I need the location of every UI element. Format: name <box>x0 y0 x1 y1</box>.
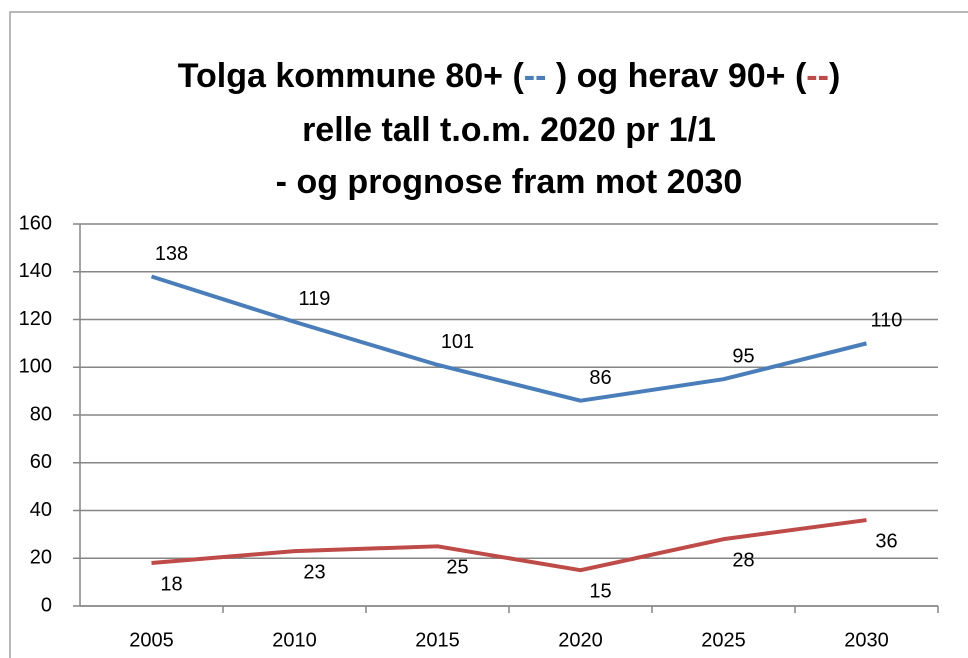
x-tick-label: 2015 <box>415 629 460 651</box>
x-tick-label: 2010 <box>272 629 317 651</box>
x-tick-label: 2020 <box>558 629 603 651</box>
title-part: -- <box>806 57 829 95</box>
data-label: 110 <box>871 310 903 332</box>
chart-title: Tolga kommune 80+ (-- ) og herav 90+ (--… <box>178 57 841 95</box>
data-label: 18 <box>160 573 182 595</box>
data-label: 119 <box>299 288 331 310</box>
data-label: 25 <box>446 557 468 579</box>
y-tick-label: 100 <box>19 356 52 378</box>
y-tick-label: 20 <box>30 547 52 569</box>
data-label: 23 <box>303 561 325 583</box>
series-line <box>151 518 867 573</box>
y-tick-label: 120 <box>19 308 52 330</box>
title-part: ) <box>829 57 840 95</box>
data-label: 86 <box>589 367 611 389</box>
chart-title: - og prognose fram mot 2030 <box>276 163 743 201</box>
title-part: ) og herav 90+ ( <box>546 57 806 95</box>
y-tick-label: 160 <box>19 212 52 234</box>
data-label: 36 <box>875 530 897 552</box>
title-part: -- <box>524 57 547 95</box>
x-tick-label: 2005 <box>129 629 174 651</box>
y-tick-label: 40 <box>30 499 52 521</box>
data-label: 28 <box>732 549 754 571</box>
y-tick-label: 140 <box>19 260 52 282</box>
data-label: 101 <box>441 331 474 353</box>
series-line <box>150 274 867 403</box>
chart-frame <box>9 11 968 658</box>
x-tick-label: 2025 <box>701 629 746 651</box>
data-label: 138 <box>155 243 188 265</box>
y-tick-label: 0 <box>41 594 52 616</box>
chart-title: relle tall t.o.m. 2020 pr 1/1 <box>302 111 716 149</box>
x-tick-label: 2030 <box>844 629 889 651</box>
title-part: Tolga kommune 80+ ( <box>178 57 525 95</box>
data-label: 95 <box>732 345 754 367</box>
y-tick-label: 60 <box>30 451 52 473</box>
y-tick-label: 80 <box>30 403 52 425</box>
data-label: 15 <box>589 580 611 602</box>
